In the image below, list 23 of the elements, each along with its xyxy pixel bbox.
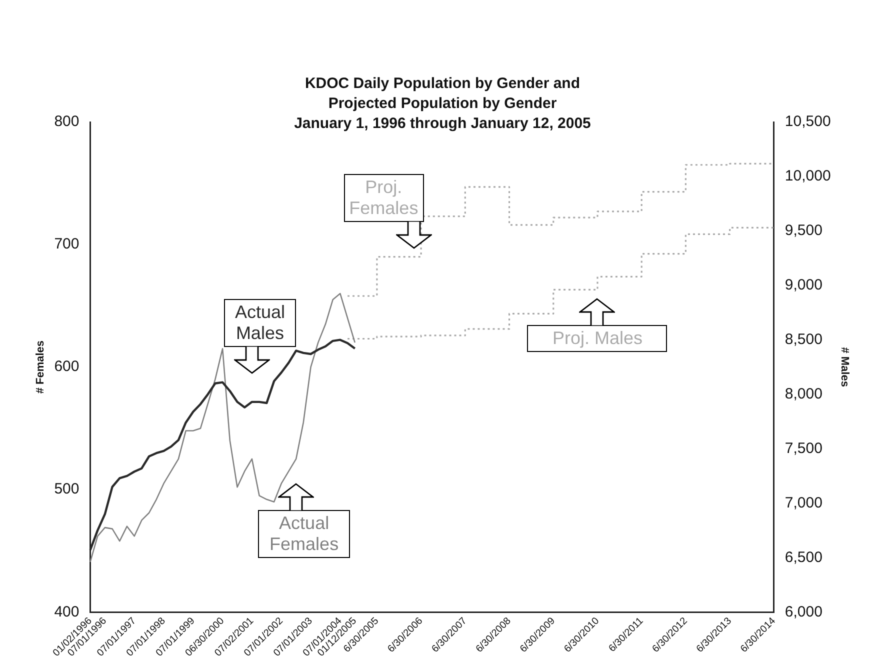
y2-tick-label: 7,000 xyxy=(784,494,822,512)
y-tick-label: 700 xyxy=(54,236,80,253)
y-axis-title: # Females xyxy=(34,340,47,394)
y2-tick-label: 9,500 xyxy=(784,222,822,240)
y2-tick-label: 7,500 xyxy=(784,440,822,457)
y2-tick-label: 8,000 xyxy=(784,385,822,402)
series-label: Actual Females xyxy=(258,510,350,558)
chart-title: KDOC Daily Population by Gender and Projected Population by Gender xyxy=(304,74,582,114)
y2-tick-label: 6,500 xyxy=(784,548,822,566)
y2-tick-label: 10,000 xyxy=(784,168,831,185)
y-tick-label: 500 xyxy=(54,480,80,498)
y-tick-label: 600 xyxy=(54,358,80,376)
y-tick-label: 400 xyxy=(54,603,80,620)
chart-subtitle: January 1, 1996 through January 12, 2005 xyxy=(294,115,591,132)
y2-axis-title: # Males xyxy=(838,347,850,387)
y2-tick-label: 10,500 xyxy=(784,113,831,130)
series-label: Actual Males xyxy=(224,298,296,347)
series-label: Proj. Males xyxy=(527,324,668,352)
y2-tick-label: 8,500 xyxy=(784,330,822,348)
y-tick-label: 800 xyxy=(54,113,80,130)
y2-tick-label: 6,000 xyxy=(784,603,822,620)
series-label: Proj. Females xyxy=(344,174,424,222)
y2-tick-label: 9,000 xyxy=(784,276,822,294)
